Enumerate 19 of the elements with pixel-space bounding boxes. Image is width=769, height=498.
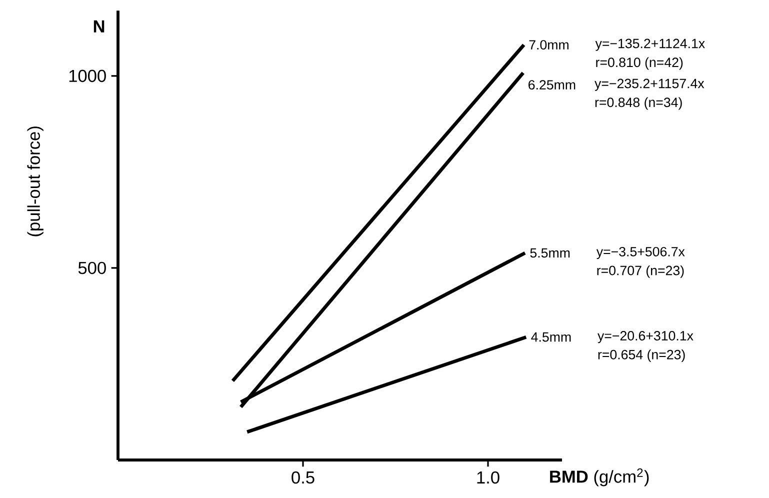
text: r=0.707 (n=23) [597, 265, 684, 278]
text: r=0.810 (n=42) [596, 57, 683, 70]
text: y=−20.6+310.1x [598, 331, 694, 344]
text: y=−235.2+1157.4x [594, 78, 704, 91]
x-tick-label: 1.0 [477, 471, 500, 484]
series-label: 4.5mm [531, 332, 571, 342]
series-label: 7.0mm [529, 40, 568, 50]
text: N [94, 20, 104, 32]
text: r=0.848 (n=34) [595, 97, 682, 110]
x-axis-title: BMD (g/cm$^{2}$) [550, 468, 649, 486]
series-label: 6.25mm [528, 80, 576, 90]
text: r=0.654 (n=23) [598, 350, 685, 362]
y-axis-title: (pull-out force) [27, 126, 44, 236]
series-label: 5.5mm [530, 248, 570, 258]
y-tick-label: 1000 [69, 70, 106, 82]
text: y=−3.5+506.7x [596, 246, 685, 260]
x-tick-label: 0.5 [292, 471, 314, 484]
text: y=−135.2+1124.1x [595, 38, 705, 51]
y-tick-label: 500 [78, 262, 106, 274]
